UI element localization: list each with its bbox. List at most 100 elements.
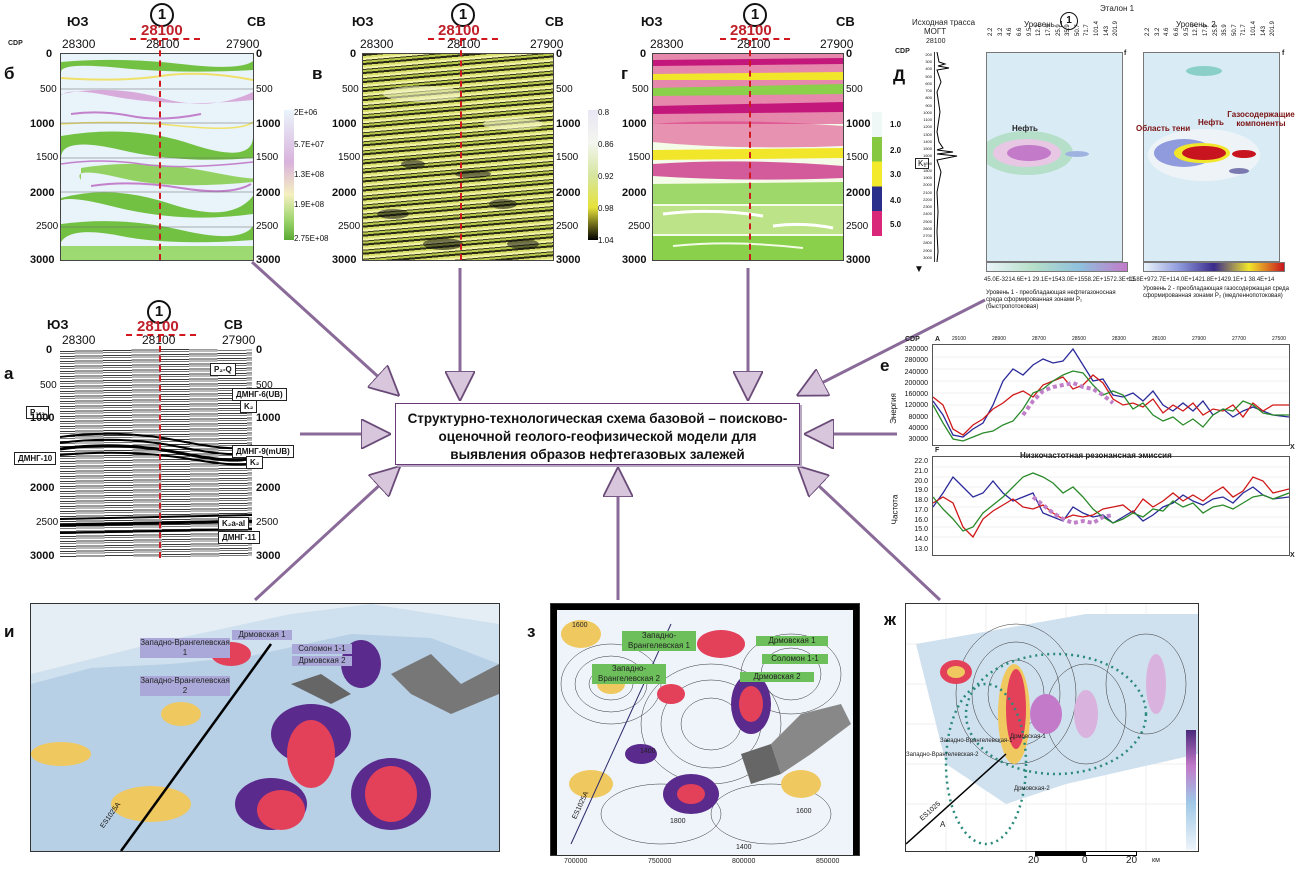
freq-chart-title: Низкочастотная резонансная эмиссия [1020,451,1172,460]
trace-tick-9: 1100 [923,117,932,123]
depth-2500-v: 2500 [338,221,361,232]
cdp-tick-7: 27700 [1232,336,1246,342]
trace-tick-22: 2400 [923,211,932,217]
level1-title: Уровень. 1 [1024,20,1064,29]
trace-tick-15: 1700 [923,160,932,166]
central-line-2: оценочной геолого-геофизической модели д… [438,429,757,444]
oil2-label: Нефть [1198,118,1224,127]
frequency-plot [932,466,1290,539]
sw-label-b: ЮЗ [67,14,89,29]
freq2-tick-4: 9.5 [1183,27,1190,36]
cdp-left-v: 28300 [360,37,394,51]
cbar-b-3: 1.9E+08 [294,200,325,209]
freq1-tick-10: 71.7 [1084,24,1091,36]
freq1-tick-6: 17.9 [1045,24,1052,36]
depth-1500-g: 1500 [628,152,651,163]
depth-r2000-a: 2000 [256,482,281,494]
sw-label-a: ЮЗ [47,317,69,332]
attribute-plot-g [653,54,843,260]
trace-tick-14: 1600 [923,153,932,159]
level2-title: Уровень. 2 [1176,20,1216,29]
freq1-tick-11: 101.4 [1094,20,1101,36]
cbar-g-0: 1.0 [890,120,902,129]
cbar-v-2: 0.92 [598,172,614,181]
z-box-dremovskaya-1: Дрмовская 1 [756,636,828,646]
panel-label-g: г [621,64,629,83]
cbar-b-4: 2.75E+08 [294,234,329,243]
depth-r1000-b: 1000 [256,118,281,130]
cdp-right-a: 27900 [222,333,256,347]
depth-1000-g: 1000 [622,118,647,130]
trace-tick-21: 2300 [923,204,932,210]
well-marker-b: 1 [150,3,174,27]
depth-3000-g: 3000 [622,254,647,266]
frequency-tick-1: 21.0 [914,467,928,475]
depth-r3000-g: 3000 [846,254,871,266]
energy-tick-2: 240000 [904,368,928,376]
i-box-west-wrangel-1: Западно-Врангелевская 1 [140,638,230,658]
panel-label-e: е [880,356,890,375]
cbar-level2-labels: 13.8E+972.7E+114.0E+1421.8E+1429.1E+1 38… [1128,277,1275,283]
trace-well: 28100 [926,38,946,45]
trace-tick-6: 800 [925,95,932,101]
well-number-a: 28100 [137,318,179,335]
well-line-v [460,40,462,260]
cdp-mid-v: 28100 [447,37,481,51]
trace-tick-28: 3000 [923,254,932,260]
freq1-tick-3: 6.6 [1016,27,1023,36]
well-underline-a [126,334,196,336]
trace-tick-0: 200 [925,52,932,57]
central-line-3: выявления образов нефтегазовых залежей [450,447,745,462]
z-box-west-wrangel-1: Западно-Врангелевская 1 [622,631,696,651]
surface-3d-view [30,603,500,852]
attribute-plot-v [377,86,543,250]
k2-box-d: K₂ [915,158,930,169]
level1-plot [981,131,1089,175]
freq1-tick-7: 25.9 [1055,24,1062,36]
energy-tick-8: 30000 [908,436,928,443]
depth-500-v: 500 [342,84,359,95]
gas-label: Газосодержащие компоненты [1227,110,1295,128]
energy-tick-1: 280000 [904,357,928,365]
freq1-tick-5: 12.7 [1036,24,1043,36]
depth-1500-b: 1500 [36,152,59,163]
cbar-g-2: 3.0 [890,170,902,179]
depth-r0-g: 0 [846,48,853,60]
frequency-tick-7: 15.0 [914,526,928,534]
zh-well-4: Дрмовская-2 [1014,786,1050,792]
arrow-down-icon: ▼ [914,264,924,275]
well-marker-a: 1 [147,300,171,324]
well-line-g [749,40,751,260]
i-box-dremovskaya-1: Дрмовская 1 [232,630,292,640]
depth-r500-a: 500 [256,380,273,391]
zh-scale-bar [1035,851,1137,856]
z-contour-3: 1800 [670,818,686,825]
trace-tick-13: 1500 [923,146,932,152]
panel-label-zh: ж [884,610,897,629]
z-contour-2: 1400 [640,748,656,755]
a-label-e: A [935,336,941,343]
cdp-label-d: CDP [895,48,910,55]
z-box-west-wrangel-2: Западно-Врангелевская 2 [592,664,666,684]
sw-label-v: ЮЗ [352,14,374,29]
trace-tick-18: 2000 [923,182,932,188]
sw-label-g: ЮЗ [641,14,663,29]
trace-tick-8: 1000 [923,109,932,115]
frequency-tick-5: 17.0 [914,506,928,514]
depth-2000-b: 2000 [30,187,55,199]
freq2-tick-8: 35.9 [1222,24,1229,36]
panel-label-d: Д [893,66,906,85]
contour-map-z [550,603,860,856]
depth-2000-g: 2000 [622,187,647,199]
freq2-tick-11: 101.4 [1251,20,1258,36]
well-underline-v [428,38,498,40]
cdp-left-b: 28300 [62,37,96,51]
zh-scale-0: 0 [1082,855,1088,866]
well-number-g: 28100 [730,22,772,39]
label-p2q: P₂-Q [210,363,236,376]
trace-tick-1: 300 [925,59,932,65]
panel-label-z: з [527,622,536,641]
trace-tick-3: 500 [925,73,932,79]
zh-plot [906,604,1198,851]
depth-1000-b: 1000 [30,118,55,130]
